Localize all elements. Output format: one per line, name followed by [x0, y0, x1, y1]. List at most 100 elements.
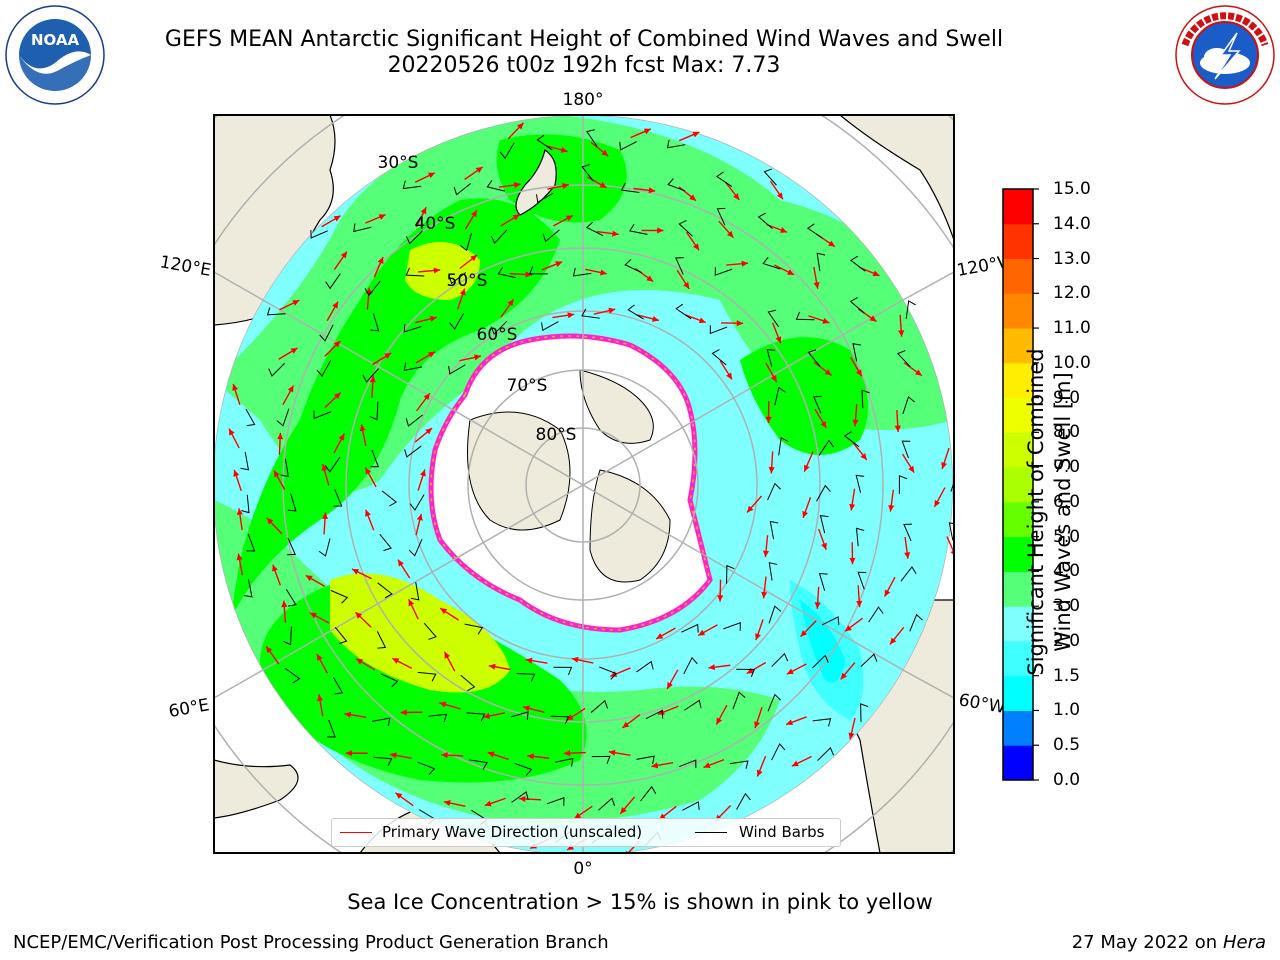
colorbar-segment — [1003, 640, 1033, 677]
wave-arrow-head — [228, 428, 235, 436]
wave-arrow-head — [667, 682, 673, 690]
colorbar — [1003, 189, 1033, 781]
wave-arrow-head — [804, 464, 810, 472]
wind-barb — [812, 718, 832, 727]
wave-arrow-head — [610, 671, 618, 677]
wind-barb — [448, 272, 467, 285]
wave-arrow-head — [340, 251, 347, 259]
wind-barb — [766, 348, 776, 367]
lat-label-50s: 50°S — [447, 271, 488, 291]
wave-arrow-head — [741, 260, 749, 267]
wave-arrow-head — [440, 608, 448, 615]
wind-barb — [636, 660, 654, 673]
wind-barb — [902, 396, 915, 415]
colorbar-tick-marks — [1033, 188, 1039, 781]
wind-barb — [330, 589, 349, 604]
wave-arrow-head — [821, 542, 827, 550]
wind-barb — [714, 267, 733, 276]
colorbar-segment — [1003, 501, 1033, 538]
wind-barb — [778, 436, 789, 456]
wind-barb — [499, 142, 515, 160]
wind-barb — [376, 631, 387, 649]
wind-barb — [818, 572, 828, 591]
wave-arrow-head — [708, 664, 716, 671]
wind-barb — [774, 386, 786, 406]
wind-barb — [280, 458, 289, 478]
wave-arrow-head — [856, 600, 863, 608]
wave-arrow-head — [656, 633, 664, 639]
wind-barb — [682, 801, 700, 811]
wind-barb — [283, 626, 292, 646]
wave-arrow-head — [395, 792, 403, 799]
wind-barb — [528, 266, 548, 275]
wind-barb — [319, 324, 334, 342]
colorbar-segment — [1003, 571, 1033, 607]
wave-arrow-head — [915, 369, 922, 376]
wave-arrow-head — [408, 599, 415, 607]
wave-arrow-head — [316, 653, 323, 661]
colorbar-label: Significant Height of Combined Wind Wave… — [1023, 342, 1077, 682]
wave-arrow-head — [849, 503, 856, 511]
wave-arrow-head — [869, 315, 877, 322]
wave-arrow-head — [365, 509, 371, 517]
wind-barb — [586, 129, 598, 147]
primary-wave-swatch — [340, 832, 372, 833]
wind-barb — [909, 613, 923, 632]
wave-arrow-head — [840, 672, 848, 680]
wind-barb — [684, 699, 702, 711]
wind-barb — [497, 266, 516, 279]
wind-barb — [511, 791, 529, 803]
wave-arrow-head — [754, 721, 760, 729]
lon-label-60w: 60°W — [957, 690, 1007, 718]
antarctica-ice — [428, 333, 713, 633]
wind-barb — [469, 759, 488, 770]
map-legend: Primary Wave Direction (unscaled) Wind B… — [331, 818, 841, 847]
wind-barb — [736, 668, 756, 678]
wind-barb — [585, 221, 604, 236]
wind-barb — [898, 475, 908, 494]
wave-arrow-head — [765, 416, 772, 424]
wave-arrow-head — [802, 510, 809, 518]
wave-arrow-head — [566, 714, 574, 721]
wave-arrow-head — [746, 667, 754, 674]
wave-arrow-head — [822, 317, 830, 324]
wave-arrow-head — [444, 651, 451, 659]
noaa-logo: NOAA — [5, 5, 105, 105]
wind-barb — [955, 435, 966, 452]
wind-barb — [428, 713, 448, 723]
wind-barb — [409, 494, 425, 511]
wave-arrow-head — [692, 243, 700, 251]
wave-arrow-head — [755, 633, 761, 641]
colorbar-tick-label: 10.0 — [1053, 352, 1091, 373]
colorbar-tick-label: 6.0 — [1053, 491, 1081, 512]
wave-arrow-head — [736, 320, 744, 327]
wind-barb — [819, 514, 829, 534]
wave-arrow-head — [908, 465, 915, 473]
wind-barb — [666, 139, 686, 149]
wave-arrow-head — [305, 575, 313, 582]
wind-barb — [767, 693, 781, 712]
wind-barb — [581, 164, 594, 182]
wave-arrow-head — [290, 347, 298, 354]
wind-barb — [541, 321, 559, 332]
sea-ice-note: Sea Ice Concentration > 15% is shown in … — [347, 890, 933, 914]
colorbar-segment — [1003, 223, 1033, 260]
wind-barb — [313, 410, 331, 420]
wind-barb — [868, 606, 884, 623]
wind-barb — [325, 273, 341, 290]
wave-arrow-head — [800, 629, 808, 637]
wave-arrow-head — [733, 193, 740, 200]
colorbar-tick-label: 7.0 — [1053, 457, 1081, 478]
wind-barb — [405, 267, 425, 277]
wave-arrow-head — [309, 612, 317, 619]
wave-arrow-head — [692, 131, 700, 138]
wave-arrow-head — [333, 215, 341, 222]
wave-arrow-head — [941, 462, 948, 469]
wave-arrow-head — [236, 553, 243, 561]
lon-label-180: 180° — [563, 90, 604, 110]
wind-barb — [667, 178, 686, 192]
wave-arrow-head — [813, 281, 820, 289]
wind-barb — [284, 667, 301, 684]
wind-barb — [850, 255, 866, 272]
wave-arrow-head — [791, 760, 799, 767]
